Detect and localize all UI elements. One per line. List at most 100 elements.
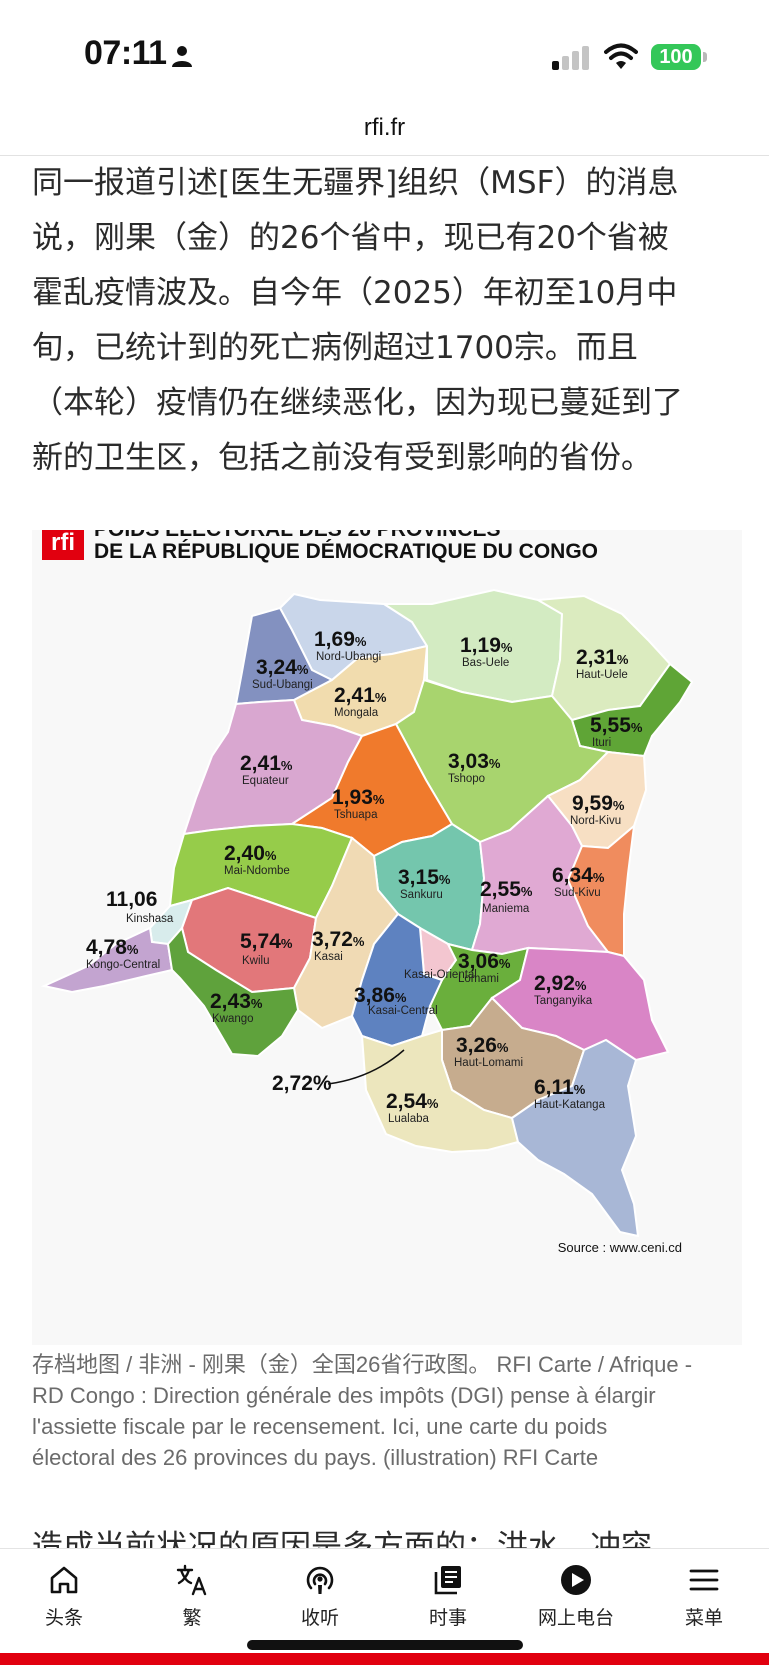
address-bar[interactable]: rfi.fr: [0, 104, 769, 156]
home-icon: [50, 1566, 78, 1594]
province-value: 1,69: [314, 628, 355, 651]
svg-text:2,41%: 2,41%: [334, 684, 387, 707]
svg-text:3,26%: 3,26%: [456, 1034, 509, 1057]
nav-item-headlines[interactable]: 头条: [0, 1563, 128, 1630]
province-value: 4,78: [86, 936, 127, 959]
province-label: 11,06 Kinshasa: [106, 888, 174, 925]
caption-line: l'assiette fiscale par le recensement. I…: [32, 1414, 608, 1439]
article-line: 说，刚果（金）的26个省中，现已有20个省被: [32, 220, 669, 256]
province-name: Tanganyika: [534, 995, 593, 1007]
svg-text:4,78%: 4,78%: [86, 936, 139, 959]
callout-value: 2,72%: [272, 1072, 332, 1095]
province-value: 2,43: [210, 990, 251, 1013]
nav-label: 菜单: [684, 1607, 723, 1629]
news-icon: [434, 1566, 461, 1595]
province-name: Kasai-Oriental: [404, 969, 477, 981]
url-text[interactable]: rfi.fr: [363, 114, 406, 141]
map-source: Source : www.ceni.cd: [558, 1240, 682, 1255]
next-paragraph-line: 造成当前状况的原因是多方面的：洪水、冲突: [32, 1530, 652, 1550]
svg-text:2,40%: 2,40%: [224, 842, 277, 865]
province-label: 1,19% Bas-Uele: [460, 634, 513, 669]
province-label: Kasai-Oriental: [404, 969, 477, 981]
province-kwango: [166, 925, 300, 1058]
province-map: rfi POIDS ÉLECTORAL DES 26 PROVINCES DE …: [40, 530, 694, 1255]
province-label: 6,34% Sud-Kivu: [552, 864, 605, 899]
article-paragraph: 同一报道引述[医生无疆界]组织（MSF）的消息 说，刚果（金）的26个省中，现已…: [32, 156, 742, 486]
province-value: 1,19: [460, 634, 501, 657]
province-name: Tshopo: [448, 773, 485, 785]
province-name: Ituri: [592, 737, 611, 749]
map-figure[interactable]: rfi POIDS ÉLECTORAL DES 26 PROVINCES DE …: [32, 530, 742, 1345]
province-name: Bas-Uele: [462, 657, 509, 669]
province-label: 2,40% Mai-Ndombe: [224, 842, 290, 877]
svg-text:2,31%: 2,31%: [576, 646, 629, 669]
svg-text:11,06: 11,06: [106, 888, 157, 911]
svg-text:2,92%: 2,92%: [534, 972, 587, 995]
rfi-logo-text: rfi: [51, 530, 75, 556]
province-name: Lualaba: [388, 1113, 430, 1125]
province-value: 3,06: [458, 950, 499, 973]
province-label: 2,31% Haut-Uele: [576, 646, 629, 681]
caption-line: 存档地图 / 非洲 - 刚果（金）全国26省行政图。 RFI Carte / A…: [32, 1352, 693, 1377]
province-label: 3,26% Haut-Lomami: [454, 1034, 523, 1069]
province-value: 2,41: [240, 752, 281, 775]
svg-text:3,86%: 3,86%: [354, 984, 407, 1007]
province-name: Haut-Lomami: [454, 1057, 523, 1069]
province-value: 9,59: [572, 792, 613, 815]
province-name: Nord-Kivu: [570, 815, 621, 827]
nav-label: 收听: [300, 1607, 339, 1629]
province-value: 6,11: [534, 1076, 574, 1099]
province-label: 2,41% Mongala: [334, 684, 387, 719]
menu-icon: [689, 1569, 719, 1591]
province-label: 6,11% Haut-Katanga: [534, 1076, 606, 1111]
province-name: Kwango: [212, 1013, 254, 1025]
svg-text:6,34%: 6,34%: [552, 864, 605, 887]
province-label: 3,15% Sankuru: [398, 866, 451, 901]
svg-text:1,93%: 1,93%: [332, 786, 385, 809]
svg-text:5,74%: 5,74%: [240, 930, 293, 953]
status-bar: 07:11 100: [0, 0, 769, 110]
province-name: Kasai: [314, 951, 343, 963]
svg-text:9,59%: 9,59%: [572, 792, 625, 815]
brand-strip: [0, 1653, 769, 1665]
province-name: Lomami: [458, 973, 499, 985]
svg-text:1,69%: 1,69%: [314, 628, 367, 651]
province-name: Kasai-Central: [368, 1005, 438, 1017]
home-indicator[interactable]: [247, 1640, 523, 1650]
province-value: 5,74: [240, 930, 281, 953]
map-title-line1: POIDS ÉLECTORAL DES 26 PROVINCES: [94, 530, 501, 541]
svg-text:2,43%: 2,43%: [210, 990, 263, 1013]
nav-item-traditional[interactable]: 繁: [128, 1563, 256, 1630]
province-label: 1,93% Tshuapa: [332, 786, 385, 821]
podcast-icon: [306, 1566, 334, 1594]
svg-text:2,55%: 2,55%: [480, 878, 533, 901]
svg-text:5,55%: 5,55%: [590, 714, 643, 737]
province-value: 3,72: [312, 928, 353, 951]
province-label: 3,24% Sud-Ubangi: [252, 656, 313, 691]
article-line: 旬，已统计到的死亡病例超过1700宗。而且: [32, 330, 638, 366]
province-label: 2,92% Tanganyika: [534, 972, 593, 1007]
status-time: 07:11: [84, 34, 167, 72]
svg-text:1,19%: 1,19%: [460, 634, 513, 657]
person-icon: [172, 46, 192, 67]
province-name: Mai-Ndombe: [224, 865, 290, 877]
next-paragraph: 造成当前状况的原因是多方面的：洪水、冲突: [32, 1530, 752, 1550]
province-label: 3,06% Lomami: [458, 950, 511, 985]
nav-label: 时事: [428, 1607, 467, 1629]
nav-item-current-affairs[interactable]: 时事: [384, 1563, 512, 1630]
nav-item-live-radio[interactable]: 网上电台: [512, 1563, 640, 1630]
province-label: 5,74% Kwilu: [240, 930, 293, 967]
svg-text:2,54%: 2,54%: [386, 1090, 439, 1113]
province-value: 1,93: [332, 786, 373, 809]
province-value: 3,24: [256, 656, 297, 679]
svg-text:3,24%: 3,24%: [256, 656, 309, 679]
nav-label: 网上电台: [537, 1607, 614, 1629]
province-value: 6,34: [552, 864, 593, 887]
nav-item-menu[interactable]: 菜单: [640, 1563, 768, 1630]
province-value: 2,41: [334, 684, 375, 707]
province-label: 5,55% Ituri: [590, 714, 643, 749]
province-name: Sud-Kivu: [554, 887, 601, 899]
map-title-line2: DE LA RÉPUBLIQUE DÉMOCRATIQUE DU CONGO: [94, 540, 598, 563]
nav-item-listen[interactable]: 收听: [256, 1563, 384, 1630]
province-value: 2,55: [480, 878, 521, 901]
